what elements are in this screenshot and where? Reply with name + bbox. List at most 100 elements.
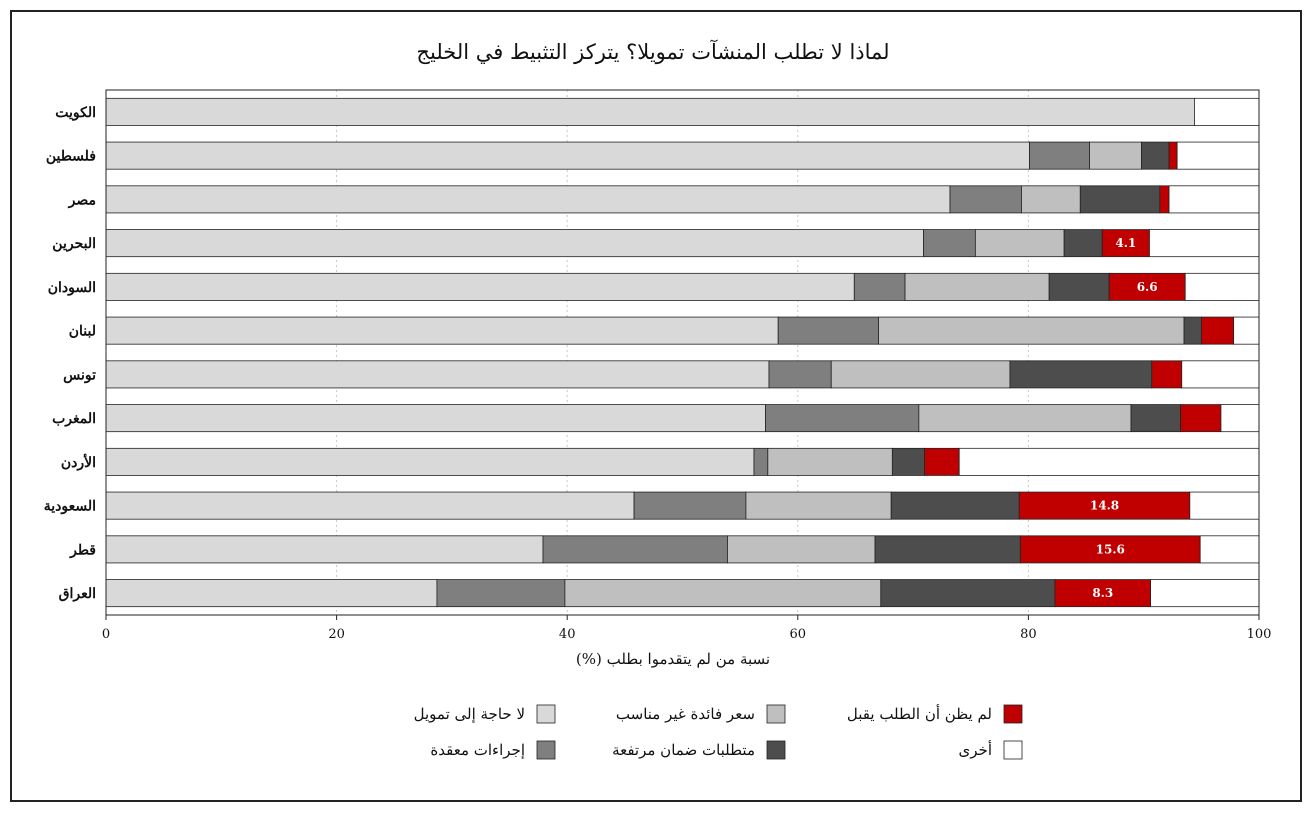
bar-segment [1183, 316, 1202, 345]
legend-label: إجراءات معقدة [430, 741, 525, 759]
bar-segment [105, 316, 779, 345]
legend-swatch [1003, 704, 1023, 724]
bar-segment [1168, 185, 1260, 214]
chart-title: لماذا لا تطلب المنشآت تمويلا؟ يتركز التث… [416, 38, 889, 65]
bar-segment [1159, 185, 1170, 214]
bar-segment [1063, 229, 1103, 258]
legend-swatch [1003, 740, 1023, 760]
category-label: المغرب [52, 411, 96, 427]
bar-segment [564, 579, 882, 608]
bar-segment [767, 447, 893, 476]
data-label: 4.1 [1115, 236, 1136, 250]
bar-segment [105, 404, 766, 433]
bar-segment [1101, 229, 1150, 258]
legend-label: لم يظن أن الطلب يقبل [847, 704, 992, 723]
legend-label: أخرى [959, 740, 992, 759]
bar-segment [1018, 491, 1191, 520]
bar-segment [1021, 185, 1081, 214]
bar-segment [891, 447, 926, 476]
data-label: 15.6 [1096, 542, 1125, 556]
bar-segment [924, 447, 960, 476]
bar-segment [105, 579, 438, 608]
bar-segment [1199, 535, 1260, 564]
category-label: لبنان [69, 324, 96, 340]
bar-segment [853, 272, 906, 301]
bar-segment [1181, 360, 1260, 389]
legend-label: لا حاجة إلى تمويل [414, 705, 525, 723]
x-axis: 0 20 40 60 80 100 [102, 615, 1272, 642]
bar-segment [1130, 404, 1181, 433]
x-axis-label: نسبة من لم يتقدموا بطلب (%) [576, 650, 770, 668]
bar-segment [777, 316, 879, 345]
data-label: 6.6 [1137, 280, 1158, 294]
plot-border [105, 89, 1260, 616]
bar-segment [1079, 185, 1161, 214]
data-label: 8.3 [1092, 586, 1113, 600]
bar-segment [918, 404, 1132, 433]
legend-swatch [536, 740, 556, 760]
stacked-bar-chart: لماذا لا تطلب المنشآت تمويلا؟ يتركز التث… [44, 38, 1272, 760]
category-label: الأردن [61, 453, 96, 471]
x-tick-label: 40 [559, 627, 576, 642]
category-label: السودان [48, 280, 96, 296]
bar-segment [105, 535, 544, 564]
bar-segment [974, 229, 1065, 258]
category-label: الكويت [55, 105, 96, 121]
category-label: قطر [69, 542, 96, 558]
category-label: مصر [68, 192, 96, 208]
category-label: السعودية [44, 499, 96, 515]
bar-segment [1054, 579, 1152, 608]
bar-segment [105, 141, 1030, 170]
bar-segment [1220, 404, 1260, 433]
bar-segment [633, 491, 747, 520]
chart-frame: لماذا لا تطلب المنشآت تمويلا؟ يتركز التث… [10, 10, 1302, 802]
bar-segment [436, 579, 566, 608]
bar-segment [753, 447, 769, 476]
legend-swatch [766, 704, 786, 724]
bar-segment [1189, 491, 1260, 520]
legend-swatch [766, 740, 786, 760]
bar-segment [1200, 316, 1235, 345]
bar-segment [1184, 272, 1260, 301]
legend-swatch [536, 704, 556, 724]
legend-label: متطلبات ضمان مرتفعة [612, 741, 755, 759]
bar-segment [1168, 141, 1178, 170]
bar-segment [1029, 141, 1090, 170]
bar-segment [830, 360, 1011, 389]
data-label: 14.8 [1090, 499, 1119, 513]
bar-segment [1151, 360, 1183, 389]
bar-segment [105, 491, 635, 520]
category-label: العراق [59, 586, 96, 602]
bar-segment [1009, 360, 1153, 389]
bar-segment [105, 229, 924, 258]
x-tick-label: 60 [790, 627, 807, 642]
bar-segment [1150, 579, 1260, 608]
bar-segment [949, 185, 1022, 214]
category-label: تونس [63, 367, 96, 383]
bar-segment [1108, 272, 1186, 301]
category-label: البحرين [52, 236, 96, 252]
bars: 4.1 6.6 14.8 15.6 8.3 [105, 97, 1260, 608]
bar-segment [105, 97, 1195, 126]
bar-segment [105, 447, 755, 476]
x-tick-label: 100 [1247, 627, 1272, 642]
bar-segment [958, 447, 1260, 476]
bar-segment [1180, 404, 1222, 433]
bar-segment [727, 535, 876, 564]
bar-segment [1176, 141, 1260, 170]
bar-segment [1140, 141, 1170, 170]
bar-segment [745, 491, 892, 520]
bar-segment [1149, 229, 1260, 258]
bar-segment [878, 316, 1185, 345]
bar-segment [105, 360, 770, 389]
legend-label: سعر فائدة غير مناسب [616, 705, 755, 723]
bar-segment [874, 535, 1021, 564]
x-tick-label: 80 [1020, 627, 1037, 642]
bar-segment [1233, 316, 1260, 345]
bar-segment [105, 272, 855, 301]
bar-segment [890, 491, 1020, 520]
category-label: فلسطين [46, 149, 96, 165]
category-labels: الكويت فلسطين مصر البحرين السودان لبنان تونس ال… [44, 105, 96, 602]
x-tick-label: 0 [102, 627, 110, 642]
bar-segment [105, 185, 951, 214]
